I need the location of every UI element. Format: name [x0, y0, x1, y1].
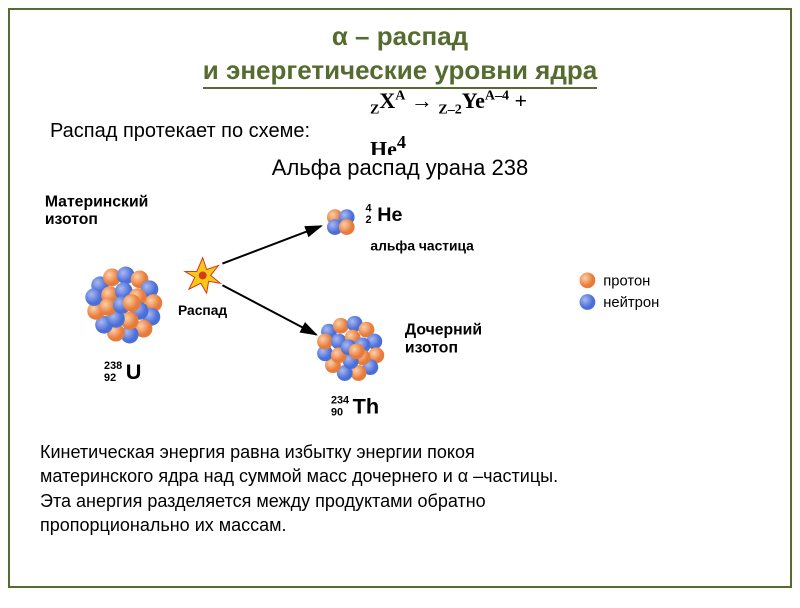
legend-neutron-dot: [580, 294, 596, 310]
scheme-label: Распад протекает по схеме:: [50, 120, 310, 143]
bottom-l1: Кинетическая энергия равна избытку энерг…: [40, 442, 475, 462]
slide-title: α – распад и энергетические уровни ядра: [10, 20, 790, 88]
daughter-nucleus: [317, 316, 384, 381]
th-mass: 234: [331, 395, 349, 407]
decay-formula: ZXA → Z–2YeA–4 +: [370, 88, 527, 118]
u-mass: 238: [104, 360, 122, 372]
nuclide-th: 234 90 Th: [331, 394, 379, 419]
decay-diagram-svg: Материнский изотоп Распад альфа частица …: [35, 185, 765, 425]
legend: протон нейтрон: [580, 272, 660, 311]
parent-nucleus: [85, 267, 162, 344]
he-charge: 2: [365, 214, 371, 226]
arrow-to-daughter: [222, 285, 316, 334]
decay-burst-icon: [185, 258, 221, 294]
formula-a: A: [395, 89, 405, 104]
formula-plus: +: [515, 88, 528, 113]
parent-label-l2: изотоп: [45, 211, 98, 228]
u-symbol: U: [126, 359, 142, 384]
parent-label-l1: Материнский: [45, 193, 148, 210]
alpha-label: альфа частица: [370, 238, 474, 254]
nuclide-u: 238 92 U: [104, 359, 141, 384]
slide-frame: α – распад и энергетические уровни ядра …: [8, 8, 792, 588]
formula-arrow: →: [411, 88, 433, 113]
he-mass: 4: [365, 202, 371, 214]
arrow-to-alpha: [222, 226, 321, 263]
bottom-l3: Эта анергия разделяется между продуктами…: [40, 491, 486, 511]
title-line1: α – распад: [332, 21, 468, 51]
explanation-text: Кинетическая энергия равна избытку энерг…: [40, 440, 760, 537]
legend-proton-label: протон: [603, 273, 650, 289]
diagram-title: Альфа распад урана 238: [35, 155, 765, 181]
bottom-l2: материнского ядра над суммой масс дочерн…: [40, 466, 558, 486]
formula-y: Ye: [462, 88, 485, 113]
bottom-l4: пропорционально их массам.: [40, 515, 287, 535]
he4-sup: 4: [397, 132, 406, 152]
title-line2: и энергетические уровни ядра: [203, 55, 597, 89]
formula-z2: Z–2: [438, 102, 461, 117]
legend-neutron-label: нейтрон: [603, 295, 659, 311]
he-symbol: He: [377, 204, 402, 226]
th-symbol: Th: [353, 394, 380, 419]
nuclide-he: 4 2 He: [365, 202, 402, 226]
formula-z: Z: [370, 102, 379, 117]
formula-x: X: [379, 88, 395, 113]
formula-a4: A–4: [485, 89, 509, 104]
daughter-label-l1: Дочерний: [405, 322, 482, 339]
u-charge: 92: [104, 372, 116, 384]
daughter-label-l2: изотоп: [405, 339, 458, 356]
th-charge: 90: [331, 406, 343, 418]
diagram-area: Альфа распад урана 238: [35, 155, 765, 435]
legend-proton-dot: [580, 272, 596, 288]
alpha-particle: [327, 209, 355, 235]
decay-label: Распад: [178, 302, 227, 318]
